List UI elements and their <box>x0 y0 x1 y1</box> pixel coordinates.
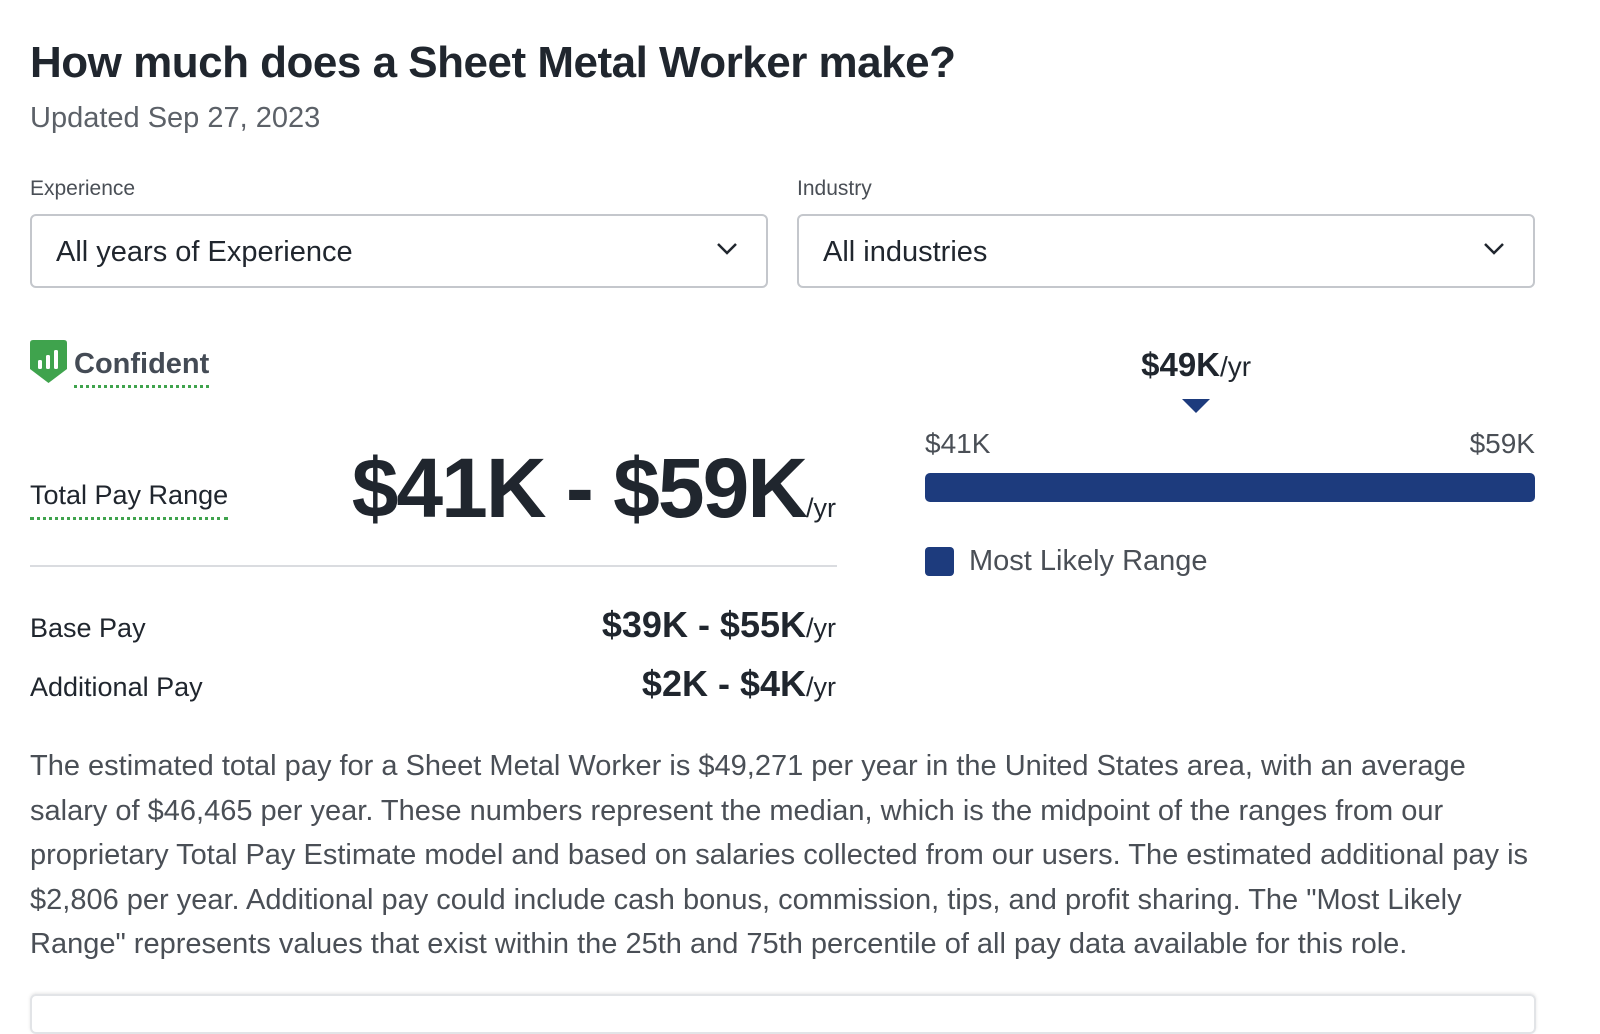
updated-date: Updated Sep 27, 2023 <box>30 102 321 134</box>
experience-label: Experience <box>30 177 136 200</box>
legend-swatch <box>925 547 954 576</box>
salary-description: The estimated total pay for a Sheet Meta… <box>30 750 1529 960</box>
next-section-card <box>30 994 1536 1034</box>
industry-label: Industry <box>797 177 872 200</box>
divider <box>30 565 837 567</box>
median-marker-icon <box>1182 399 1211 413</box>
total-pay-label[interactable]: Total Pay Range <box>30 480 229 520</box>
total-pay-value: $41K - $59K/yr <box>351 441 836 535</box>
additional-pay-value: $2K - $4K/yr <box>641 663 836 704</box>
confidence-shield-icon <box>30 340 67 383</box>
most-likely-range-bar <box>925 473 1535 502</box>
page-title: How much does a Sheet Metal Worker make? <box>30 38 956 87</box>
confidence-label[interactable]: Confident <box>74 348 210 388</box>
range-low-label: $41K <box>925 428 991 459</box>
median-label: $49K/yr <box>1141 346 1252 383</box>
base-pay-label: Base Pay <box>30 613 146 643</box>
additional-pay-label: Additional Pay <box>30 672 203 702</box>
legend-label: Most Likely Range <box>969 545 1208 577</box>
experience-select[interactable]: All years of Experience <box>30 214 768 288</box>
industry-select[interactable]: All industries <box>797 214 1535 288</box>
chevron-down-icon <box>1484 243 1504 255</box>
chevron-down-icon <box>717 243 737 255</box>
industry-value: All industries <box>823 236 988 268</box>
range-high-label: $59K <box>1469 428 1535 459</box>
base-pay-value: $39K - $55K/yr <box>601 604 836 645</box>
experience-value: All years of Experience <box>56 236 353 268</box>
